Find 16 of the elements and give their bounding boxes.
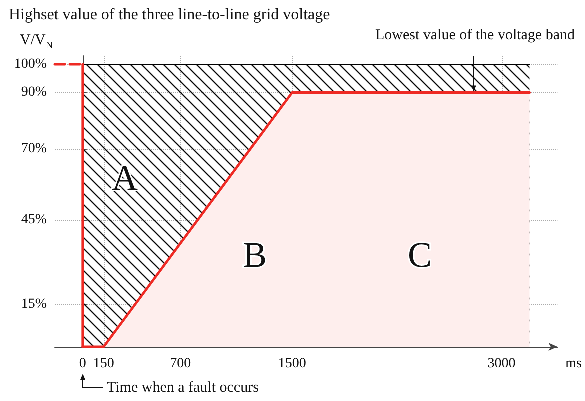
y-tick-label: 15% — [21, 297, 48, 312]
text: Time when a fault occurs — [107, 380, 260, 396]
x-axis-title: ms — [566, 356, 582, 372]
chart-title: Highset value of the three line-to-line grid voltage — [9, 6, 330, 24]
x-tick-label: 1500 — [278, 356, 306, 372]
y-tick-label: 45% — [21, 212, 48, 228]
x-tick-label: 700 — [170, 356, 192, 372]
x-tick-label: 150 — [93, 356, 114, 372]
annotation: B — [242, 235, 268, 275]
annotation: Lowest value of the voltage band — [375, 28, 576, 44]
x-tick-label: 0 — [79, 356, 86, 372]
x-tick-label: 3000 — [488, 356, 516, 372]
y-tick-label: 70% — [21, 142, 48, 157]
annotation: C — [408, 235, 432, 275]
y-tick-label: 100% — [14, 56, 48, 72]
y-tick-label: 90% — [21, 85, 48, 100]
